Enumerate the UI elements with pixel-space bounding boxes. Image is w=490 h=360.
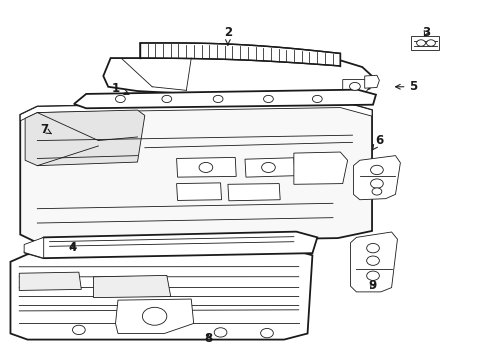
- Circle shape: [313, 95, 322, 103]
- Polygon shape: [140, 43, 340, 66]
- Circle shape: [427, 40, 435, 46]
- Polygon shape: [94, 275, 171, 298]
- Polygon shape: [245, 158, 295, 177]
- Circle shape: [367, 243, 379, 253]
- Text: 4: 4: [69, 240, 77, 253]
- Text: 3: 3: [422, 27, 430, 40]
- Circle shape: [372, 188, 382, 195]
- Circle shape: [73, 325, 85, 334]
- Circle shape: [349, 82, 360, 90]
- Circle shape: [370, 179, 383, 188]
- Text: 8: 8: [204, 332, 213, 345]
- Circle shape: [143, 307, 167, 325]
- Polygon shape: [25, 110, 145, 166]
- Circle shape: [416, 40, 425, 46]
- Polygon shape: [74, 90, 376, 108]
- Circle shape: [261, 328, 273, 338]
- Circle shape: [262, 162, 275, 172]
- Polygon shape: [365, 75, 379, 88]
- Polygon shape: [20, 101, 372, 121]
- Circle shape: [213, 95, 223, 103]
- Circle shape: [116, 95, 125, 103]
- Polygon shape: [19, 272, 81, 291]
- Circle shape: [162, 95, 172, 103]
- Polygon shape: [353, 156, 400, 200]
- Circle shape: [367, 271, 379, 280]
- Text: 2: 2: [224, 27, 232, 45]
- Polygon shape: [116, 299, 194, 333]
- Text: 5: 5: [395, 80, 417, 93]
- Polygon shape: [20, 101, 372, 243]
- Text: 6: 6: [372, 134, 384, 150]
- Circle shape: [370, 165, 383, 175]
- Polygon shape: [176, 157, 236, 177]
- Circle shape: [214, 328, 227, 337]
- Text: 7: 7: [41, 123, 51, 136]
- Polygon shape: [176, 183, 221, 201]
- Circle shape: [367, 256, 379, 265]
- Polygon shape: [10, 248, 313, 339]
- Circle shape: [199, 162, 213, 172]
- Polygon shape: [411, 36, 440, 50]
- Polygon shape: [24, 237, 44, 258]
- Polygon shape: [228, 184, 280, 201]
- Polygon shape: [350, 232, 397, 292]
- Polygon shape: [24, 231, 318, 258]
- Text: 1: 1: [111, 82, 129, 95]
- Circle shape: [264, 95, 273, 103]
- Polygon shape: [294, 152, 347, 184]
- Polygon shape: [103, 58, 372, 96]
- Text: 9: 9: [368, 279, 376, 292]
- Polygon shape: [343, 80, 369, 93]
